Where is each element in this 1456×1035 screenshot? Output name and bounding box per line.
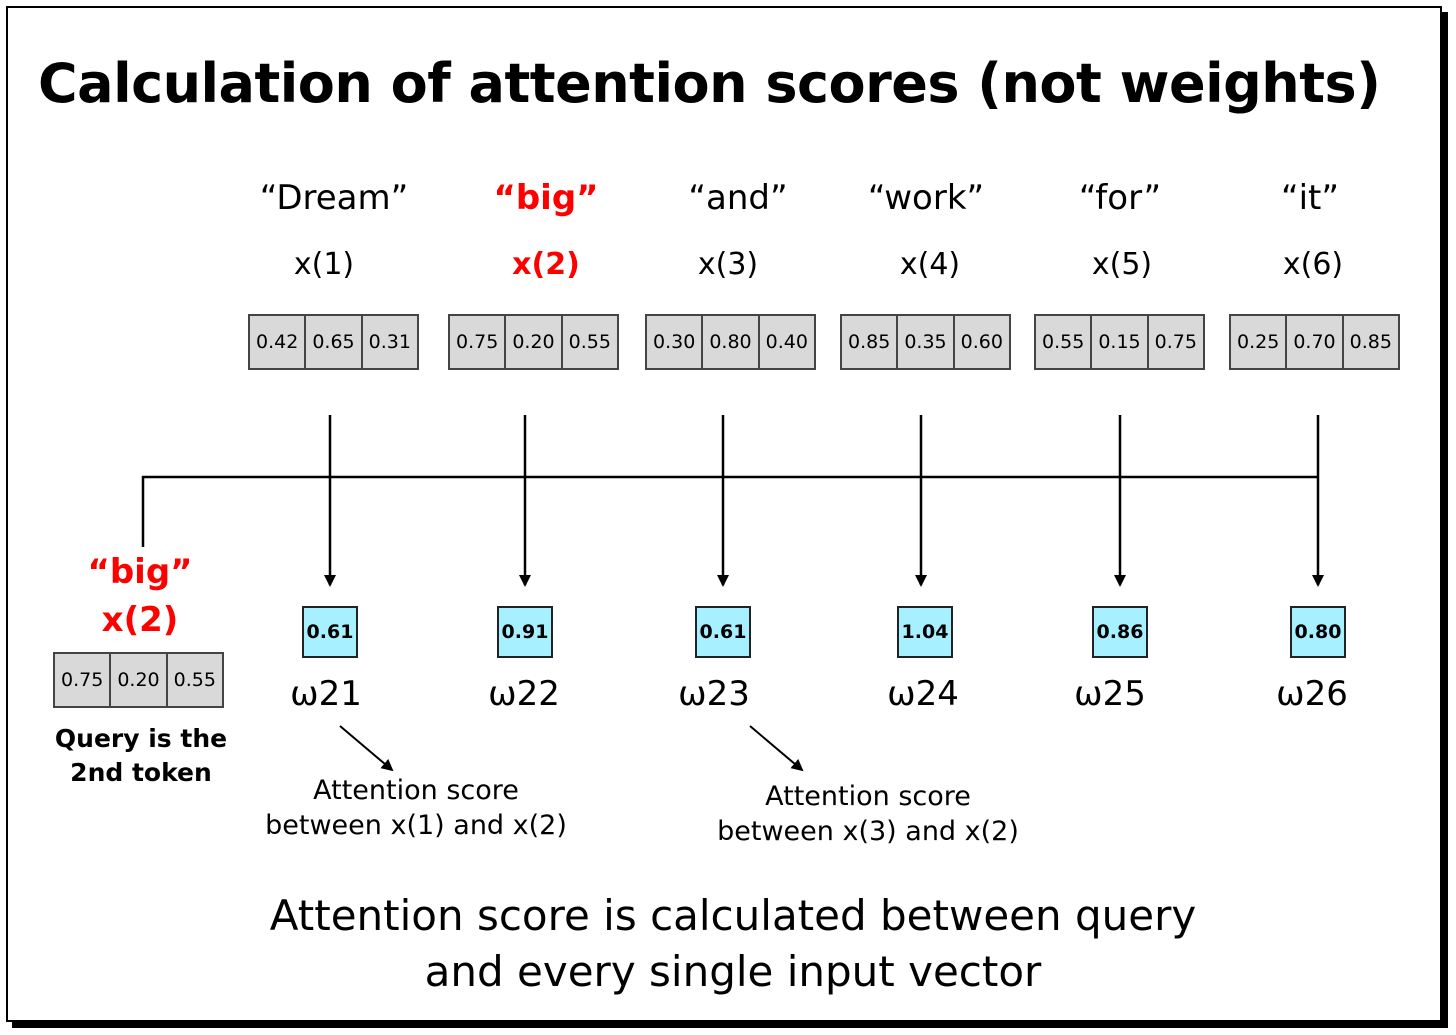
bottom-caption-line-1: Attention score is calculated between qu… bbox=[269, 891, 1197, 940]
vector-cell: 0.75 bbox=[1146, 316, 1203, 368]
token-vector-3: 0.30 0.80 0.40 bbox=[645, 314, 816, 370]
note-arrow-2 bbox=[749, 725, 804, 772]
vector-cell: 0.20 bbox=[109, 654, 165, 706]
note-1: Attention score between x(1) and x(2) bbox=[236, 773, 596, 843]
omega-label-1: ω21 bbox=[290, 674, 362, 714]
token-vector-4: 0.85 0.35 0.60 bbox=[840, 314, 1011, 370]
query-caption-line-1: Query is the bbox=[54, 724, 228, 753]
vector-cell: 0.75 bbox=[61, 669, 104, 691]
token-vector-1: 0.42 0.65 0.31 bbox=[248, 314, 419, 370]
score-box-4: 1.04 bbox=[897, 606, 953, 658]
note-1-line-1: Attention score bbox=[313, 775, 519, 806]
token-label-5: x(5) bbox=[1091, 247, 1153, 282]
token-word-3: “and” bbox=[688, 178, 788, 218]
vector-cell: 0.30 bbox=[653, 331, 696, 353]
note-arrow-1 bbox=[339, 725, 394, 772]
vector-cell: 0.65 bbox=[304, 316, 360, 368]
token-vector-6: 0.25 0.70 0.85 bbox=[1229, 314, 1400, 370]
note-2: Attention score between x(3) and x(2) bbox=[688, 779, 1048, 849]
score-box-5: 0.86 bbox=[1092, 606, 1148, 658]
token-word-1: “Dream” bbox=[259, 178, 409, 218]
note-1-line-2: between x(1) and x(2) bbox=[265, 810, 567, 841]
vector-cell: 0.42 bbox=[256, 331, 299, 353]
token-label-1: x(1) bbox=[293, 247, 355, 282]
query-label: x(2) bbox=[101, 600, 179, 640]
vector-cell: 0.55 bbox=[560, 316, 617, 368]
vector-cell: 0.55 bbox=[165, 654, 222, 706]
omega-label-2: ω22 bbox=[488, 674, 560, 714]
vector-cell: 0.31 bbox=[360, 316, 417, 368]
score-box-1: 0.61 bbox=[302, 606, 358, 658]
query-word: “big” bbox=[87, 552, 193, 592]
token-label-2: x(2) bbox=[512, 247, 580, 282]
query-vector: 0.75 0.20 0.55 bbox=[53, 652, 224, 708]
vector-cell: 0.80 bbox=[701, 316, 757, 368]
omega-label-5: ω25 bbox=[1074, 674, 1146, 714]
token-word-5: “for” bbox=[1078, 178, 1162, 218]
score-box-3: 0.61 bbox=[695, 606, 751, 658]
token-vector-5: 0.55 0.15 0.75 bbox=[1034, 314, 1205, 370]
vector-cell: 0.40 bbox=[757, 316, 814, 368]
vector-cell: 0.25 bbox=[1237, 331, 1280, 353]
query-caption: Query is the 2nd token bbox=[36, 722, 246, 790]
query-caption-line-2: 2nd token bbox=[70, 758, 212, 787]
vector-cell: 0.70 bbox=[1285, 316, 1341, 368]
vector-cell: 0.55 bbox=[1042, 331, 1085, 353]
vector-cell: 0.85 bbox=[1341, 316, 1398, 368]
omega-label-3: ω23 bbox=[678, 674, 750, 714]
omega-label-6: ω26 bbox=[1276, 674, 1348, 714]
figure-title: Calculation of attention scores (not wei… bbox=[38, 52, 1381, 115]
note-2-line-2: between x(3) and x(2) bbox=[717, 816, 1019, 847]
token-word-6: “it” bbox=[1280, 178, 1339, 218]
vector-cell: 0.35 bbox=[896, 316, 952, 368]
token-word-4: “work” bbox=[867, 178, 985, 218]
token-label-3: x(3) bbox=[697, 247, 759, 282]
vector-cell: 0.75 bbox=[456, 331, 499, 353]
token-vector-2: 0.75 0.20 0.55 bbox=[448, 314, 619, 370]
token-label-6: x(6) bbox=[1282, 247, 1344, 282]
vector-cell: 0.15 bbox=[1090, 316, 1146, 368]
token-label-4: x(4) bbox=[899, 247, 961, 282]
bottom-caption-line-2: and every single input vector bbox=[424, 947, 1042, 996]
note-2-line-1: Attention score bbox=[765, 781, 971, 812]
vector-cell: 0.20 bbox=[504, 316, 560, 368]
vector-cell: 0.85 bbox=[848, 331, 891, 353]
omega-label-4: ω24 bbox=[887, 674, 959, 714]
bottom-caption: Attention score is calculated between qu… bbox=[0, 888, 1456, 1000]
score-box-2: 0.91 bbox=[497, 606, 553, 658]
score-box-6: 0.80 bbox=[1290, 606, 1346, 658]
token-word-2: “big” bbox=[493, 178, 599, 218]
query-connector-line bbox=[141, 475, 1318, 547]
vector-cell: 0.60 bbox=[952, 316, 1009, 368]
